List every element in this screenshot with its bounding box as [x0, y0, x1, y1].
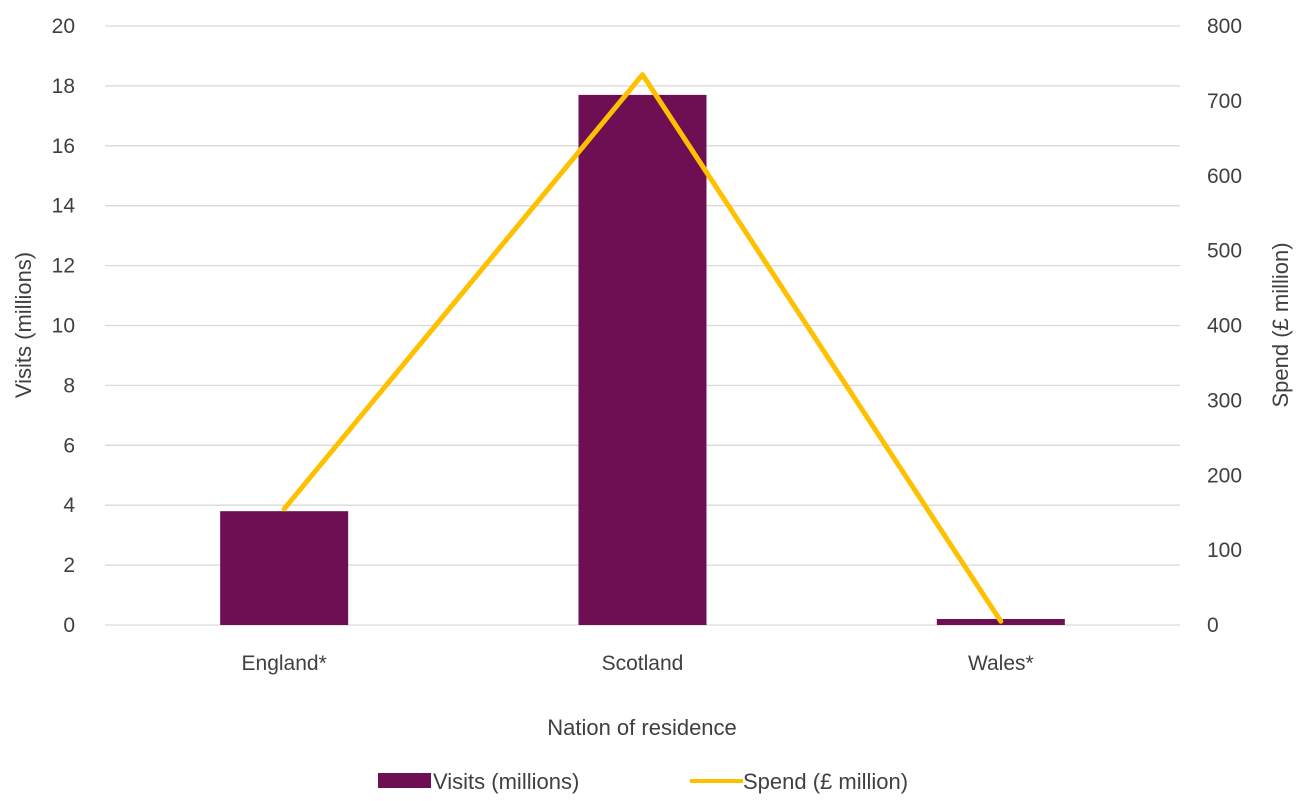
- legend-swatch-visits: [378, 773, 431, 788]
- bar: [220, 511, 349, 625]
- x-tick-label: Scotland: [602, 652, 684, 675]
- y2-tick-label: 400: [1207, 315, 1242, 338]
- y-tick-label: 14: [52, 195, 76, 218]
- y2-tick-label: 100: [1207, 539, 1242, 562]
- y-tick-label: 6: [63, 434, 75, 457]
- legend-label-spend: Spend (£ million): [743, 769, 908, 794]
- y2-tick-label: 600: [1207, 165, 1242, 188]
- x-tick-label: England*: [242, 652, 327, 675]
- y-tick-label: 12: [52, 255, 75, 278]
- bar: [578, 94, 707, 625]
- x-tick-label: Wales*: [968, 652, 1034, 675]
- y-tick-label: 8: [63, 374, 75, 397]
- legend: Visits (millions) Spend (£ million): [378, 769, 908, 794]
- y-tick-label: 16: [52, 135, 75, 158]
- y-tick-label: 4: [63, 494, 75, 517]
- y2-tick-label: 800: [1207, 15, 1242, 38]
- y2-tick-label: 500: [1207, 240, 1242, 263]
- y2-tick-label: 300: [1207, 389, 1242, 412]
- y2-tick-label: 0: [1207, 614, 1219, 637]
- y2-tick-label: 200: [1207, 464, 1242, 487]
- legend-label-visits: Visits (millions): [433, 769, 579, 794]
- x-axis-title: Nation of residence: [547, 715, 737, 740]
- left-axis-ticks: 0 2 4 6 8 10 12 14 16 18 20: [52, 15, 76, 637]
- y-axis-title: Visits (millions): [11, 252, 36, 398]
- y-tick-label: 0: [63, 614, 75, 637]
- right-axis-ticks: 0 100 200 300 400 500 600 700 800: [1207, 15, 1242, 637]
- y2-tick-label: 700: [1207, 90, 1242, 113]
- bar-series-visits: [220, 94, 1065, 625]
- x-axis-ticks: England* Scotland Wales*: [242, 652, 1034, 675]
- y-tick-label: 20: [52, 15, 75, 38]
- y-tick-label: 10: [52, 315, 75, 338]
- y-tick-label: 2: [63, 554, 75, 577]
- y2-axis-title: Spend (£ million): [1268, 242, 1293, 407]
- line-series-spend: [281, 72, 1004, 624]
- y-tick-label: 18: [52, 75, 75, 98]
